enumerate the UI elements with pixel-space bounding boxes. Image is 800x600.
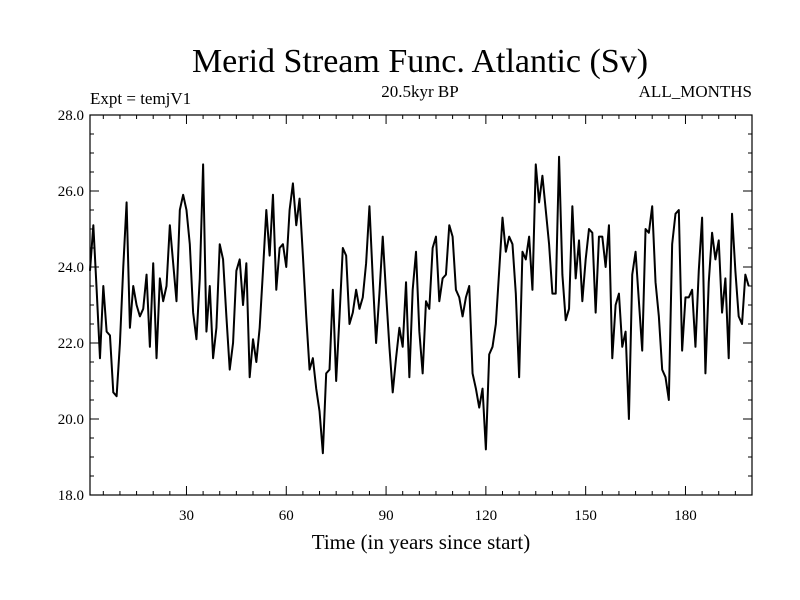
y-tick-label: 24.0 bbox=[58, 260, 84, 276]
plot-frame bbox=[89, 114, 753, 496]
y-tick-label: 18.0 bbox=[58, 488, 84, 504]
experiment-label: Expt = temjV1 bbox=[90, 89, 191, 108]
x-tick-label: 60 bbox=[279, 508, 294, 524]
months-label: ALL_MONTHS bbox=[639, 82, 752, 101]
x-tick-labels: 30 60 90 120 150 180 bbox=[179, 508, 697, 524]
y-tick-label: 28.0 bbox=[58, 108, 84, 124]
axis-ticks bbox=[90, 114, 752, 496]
y-tick-label: 22.0 bbox=[58, 336, 84, 352]
x-tick-label: 90 bbox=[379, 508, 394, 524]
y-tick-label: 26.0 bbox=[58, 184, 84, 200]
x-tick-label: 150 bbox=[574, 508, 597, 524]
y-tick-label: 20.0 bbox=[58, 412, 84, 428]
y-tick-labels: 18.0 20.0 22.0 24.0 26.0 28.0 bbox=[58, 108, 84, 504]
period-label: 20.5kyr BP bbox=[381, 82, 458, 101]
x-axis-label: Time (in years since start) bbox=[312, 530, 531, 554]
series-line bbox=[89, 155, 750, 455]
x-tick-label: 180 bbox=[674, 508, 697, 524]
x-tick-label: 120 bbox=[475, 508, 498, 524]
chart-title: Merid Stream Func. Atlantic (Sv) bbox=[192, 43, 648, 80]
x-tick-label: 30 bbox=[179, 508, 194, 524]
